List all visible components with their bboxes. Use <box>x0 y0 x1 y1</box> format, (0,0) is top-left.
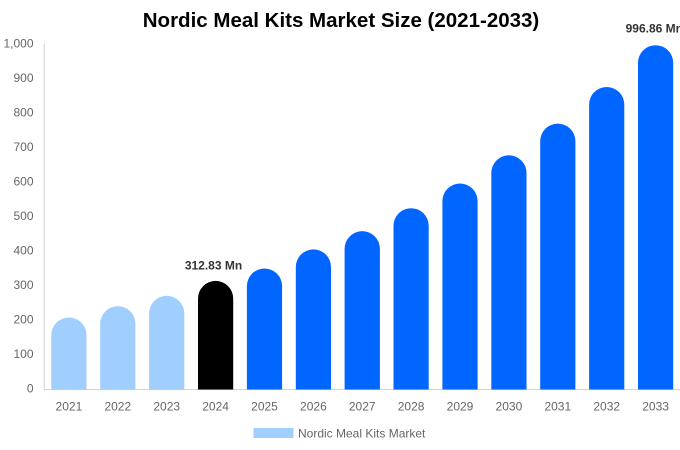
svg-text:2021: 2021 <box>56 399 83 413</box>
svg-text:100: 100 <box>13 347 33 361</box>
svg-text:2027: 2027 <box>349 399 376 413</box>
svg-text:2032: 2032 <box>593 399 620 413</box>
svg-text:600: 600 <box>13 174 33 188</box>
svg-text:Nordic Meal Kits Market Size (: Nordic Meal Kits Market Size (2021-2033) <box>143 9 540 32</box>
svg-text:996.86 Mn: 996.86 Mn <box>626 22 680 36</box>
svg-text:2031: 2031 <box>544 399 571 413</box>
svg-text:2022: 2022 <box>104 399 131 413</box>
svg-text:900: 900 <box>13 71 33 85</box>
svg-text:312.83 Mn: 312.83 Mn <box>185 259 242 273</box>
svg-text:200: 200 <box>13 313 33 327</box>
svg-text:2026: 2026 <box>300 399 327 413</box>
svg-text:0: 0 <box>27 382 34 396</box>
svg-text:400: 400 <box>13 244 33 258</box>
svg-text:2033: 2033 <box>642 399 669 413</box>
svg-text:2025: 2025 <box>251 399 278 413</box>
svg-text:500: 500 <box>13 209 33 223</box>
svg-text:2029: 2029 <box>447 399 474 413</box>
svg-text:1,000: 1,000 <box>3 36 33 50</box>
svg-text:2024: 2024 <box>202 399 229 413</box>
svg-text:2030: 2030 <box>496 399 523 413</box>
svg-text:300: 300 <box>13 278 33 292</box>
svg-text:2023: 2023 <box>153 399 180 413</box>
svg-text:Nordic Meal Kits Market: Nordic Meal Kits Market <box>298 427 426 441</box>
svg-text:800: 800 <box>13 105 33 119</box>
svg-text:2028: 2028 <box>398 399 425 413</box>
svg-text:700: 700 <box>13 140 33 154</box>
